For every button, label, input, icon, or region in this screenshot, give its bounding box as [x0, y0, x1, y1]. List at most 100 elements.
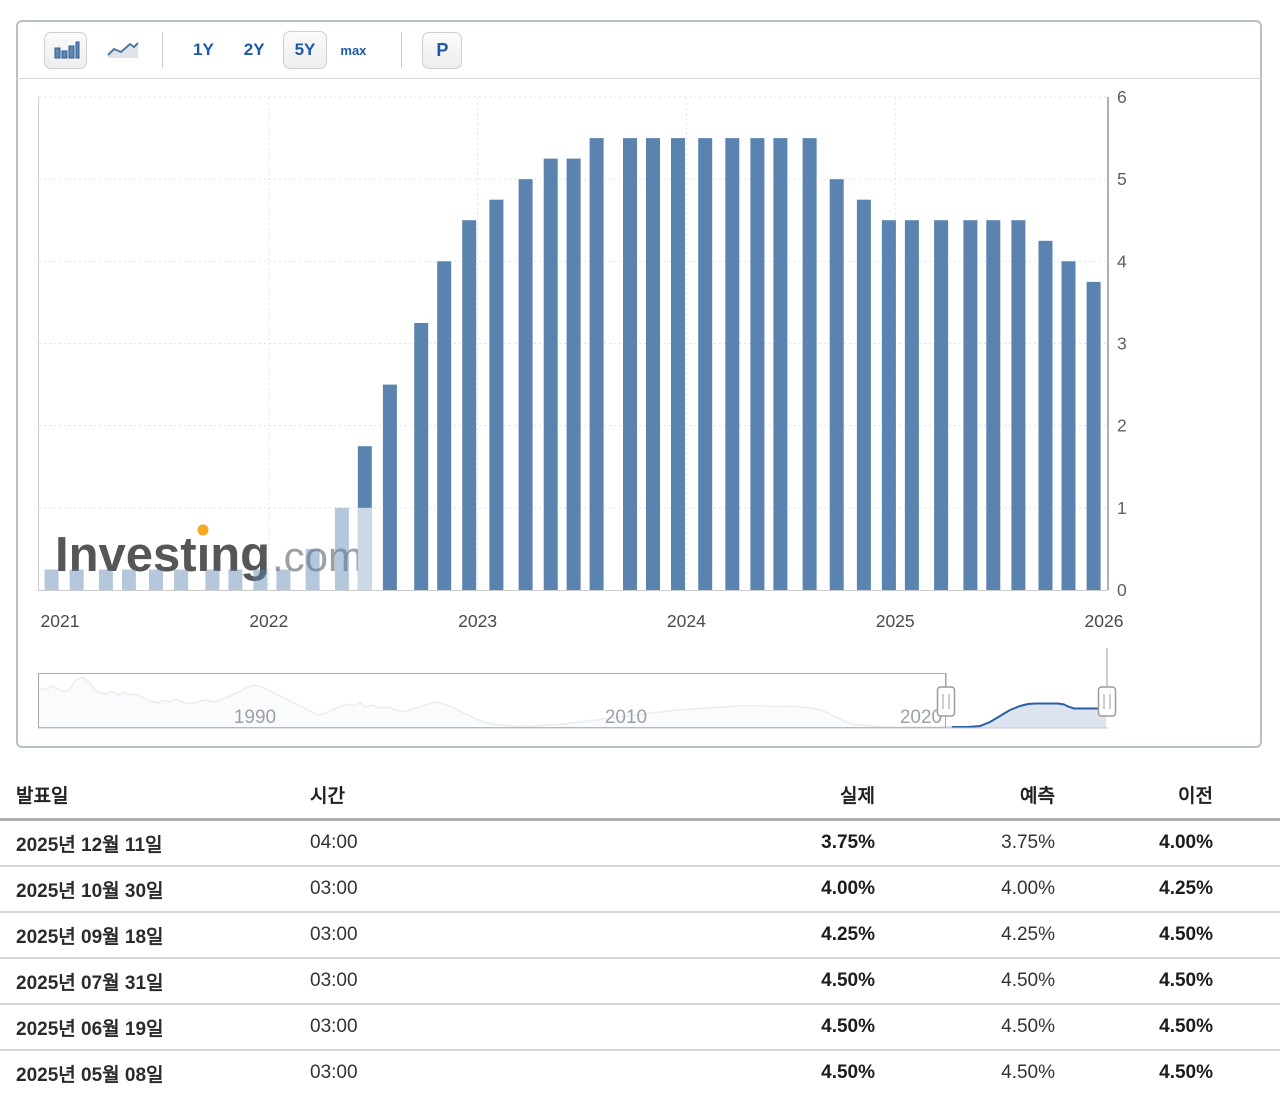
- release-time: 04:00: [310, 832, 358, 853]
- previous-value: 4.50%: [1159, 1016, 1213, 1037]
- col-header-forecast: 예측: [1020, 785, 1055, 807]
- navigator-right-handle[interactable]: [1097, 648, 1117, 717]
- bar: [121, 569, 136, 590]
- release-date: 2025년 09월 18일: [16, 926, 164, 948]
- decisions-table: 발표일 시간 실제 예측 이전 2025년 12월 11일 04:00 3.75…: [0, 770, 1280, 1095]
- bar: [934, 220, 949, 590]
- bar-chart-type-button[interactable]: [44, 31, 87, 69]
- release-time: 03:00: [310, 1062, 358, 1083]
- bar: [382, 384, 397, 590]
- bar: [589, 138, 604, 590]
- previous-value: 4.50%: [1159, 970, 1213, 991]
- actual-value: 4.50%: [821, 1016, 875, 1037]
- bar: [1038, 240, 1053, 591]
- bar: [69, 569, 84, 590]
- y-axis-label: 0: [1117, 580, 1127, 600]
- svg-text:Investıng: Investıng: [55, 528, 270, 582]
- bar: [276, 569, 291, 590]
- chart-widget: [16, 20, 1262, 748]
- release-time: 03:00: [310, 970, 358, 991]
- table-row: 2025년 10월 30일 03:00 4.00% 4.00% 4.25%: [0, 867, 1280, 913]
- release-time: 03:00: [310, 878, 358, 899]
- navigator-mask: [38, 673, 946, 728]
- line-chart-icon: [106, 42, 139, 58]
- table-row: 2025년 05월 08일 03:00 4.50% 4.50% 4.50%: [0, 1051, 1280, 1095]
- chart-toolbar: 1Y 2Y 5Y max P: [16, 22, 1262, 79]
- table-row: 2025년 07월 31일 03:00 4.50% 4.50% 4.50%: [0, 959, 1280, 1005]
- navigator-year-label: 1990: [234, 707, 276, 728]
- range-max-button[interactable]: max: [331, 34, 375, 67]
- range-5y-button[interactable]: 5Y: [282, 31, 328, 69]
- actual-value: 4.50%: [821, 970, 875, 991]
- table-header-row: 발표일 시간 실제 예측 이전: [0, 770, 1280, 821]
- release-time: 03:00: [310, 924, 358, 945]
- bar: [543, 158, 558, 590]
- actual-value: 4.25%: [821, 924, 875, 945]
- bar: [44, 569, 59, 590]
- release-date: 2025년 12월 11일: [16, 834, 163, 856]
- bar: [773, 138, 788, 590]
- y-axis-label: 1: [1117, 498, 1127, 518]
- forecast-value: 4.50%: [1001, 970, 1055, 991]
- bar: [725, 138, 740, 590]
- y-axis-label: 4: [1117, 251, 1127, 271]
- bar: [1086, 281, 1101, 590]
- bar: [566, 158, 581, 590]
- bar: [986, 220, 1001, 590]
- range-1y-button[interactable]: 1Y: [181, 31, 226, 69]
- bar: [881, 220, 896, 590]
- bar: [829, 179, 844, 590]
- x-axis-label: 2022: [249, 611, 288, 631]
- actual-value: 3.75%: [821, 832, 875, 853]
- toolbar-divider: [162, 32, 163, 68]
- bar: [334, 507, 349, 590]
- release-time: 03:00: [310, 1016, 358, 1037]
- bar: [1011, 220, 1026, 590]
- previous-value: 4.50%: [1159, 924, 1213, 945]
- forecast-value: 3.75%: [1001, 832, 1055, 853]
- rate-bars[interactable]: [44, 138, 1101, 591]
- col-header-actual: 실제: [840, 785, 875, 807]
- y-axis-labels: 6 5 4 3 2 1 0: [1117, 87, 1127, 600]
- navigator[interactable]: 1990 2010 2020: [37, 648, 1117, 729]
- y-axis-label: 5: [1117, 169, 1127, 189]
- settings-p-button[interactable]: P: [422, 31, 463, 69]
- actual-value: 4.50%: [821, 1062, 875, 1083]
- x-axis-label: 2021: [41, 611, 80, 631]
- investing-watermark: Investıng.com: [55, 524, 363, 582]
- bar: [414, 323, 429, 590]
- bar: [462, 220, 477, 590]
- x-axis-label: 2025: [876, 611, 915, 631]
- bar: [518, 179, 533, 590]
- forecast-value: 4.50%: [1001, 1062, 1055, 1083]
- bar: [174, 569, 189, 590]
- previous-value: 4.50%: [1159, 1062, 1213, 1083]
- bar: [489, 199, 504, 590]
- bar: [698, 138, 713, 590]
- col-header-date: 발표일: [16, 785, 69, 807]
- previous-value: 4.00%: [1159, 832, 1213, 853]
- release-date: 2025년 06월 19일: [16, 1018, 164, 1040]
- bar-chart-icon: [54, 41, 79, 59]
- table-row: 2025년 09월 18일 03:00 4.25% 4.25% 4.50%: [0, 913, 1280, 959]
- bar-previous-overlay: [357, 507, 372, 590]
- bar: [646, 138, 660, 590]
- forecast-value: 4.25%: [1001, 924, 1055, 945]
- actual-value: 4.00%: [821, 878, 875, 899]
- bar: [437, 261, 452, 590]
- x-axis-label: 2023: [458, 611, 497, 631]
- bar: [305, 548, 320, 590]
- navigator-left-handle[interactable]: [936, 673, 956, 717]
- navigator-year-label: 2010: [605, 707, 647, 728]
- line-chart-type-button[interactable]: [101, 32, 144, 69]
- bar: [750, 138, 765, 590]
- navigator-year-label: 2020: [900, 707, 942, 728]
- bar: [623, 138, 637, 590]
- release-date: 2025년 07월 31일: [16, 972, 164, 994]
- release-date: 2025년 10월 30일: [16, 880, 164, 902]
- x-axis-labels: 2021 2022 2023 2024 2025 2026: [41, 611, 1124, 631]
- rate-chart[interactable]: Investıng.com 6 5 4 3 2 1 0 2021 2022 2023 2024 2025…: [0, 0, 1280, 762]
- bar: [205, 569, 220, 590]
- range-2y-button[interactable]: 2Y: [232, 31, 277, 69]
- x-axis-label: 2026: [1085, 611, 1124, 631]
